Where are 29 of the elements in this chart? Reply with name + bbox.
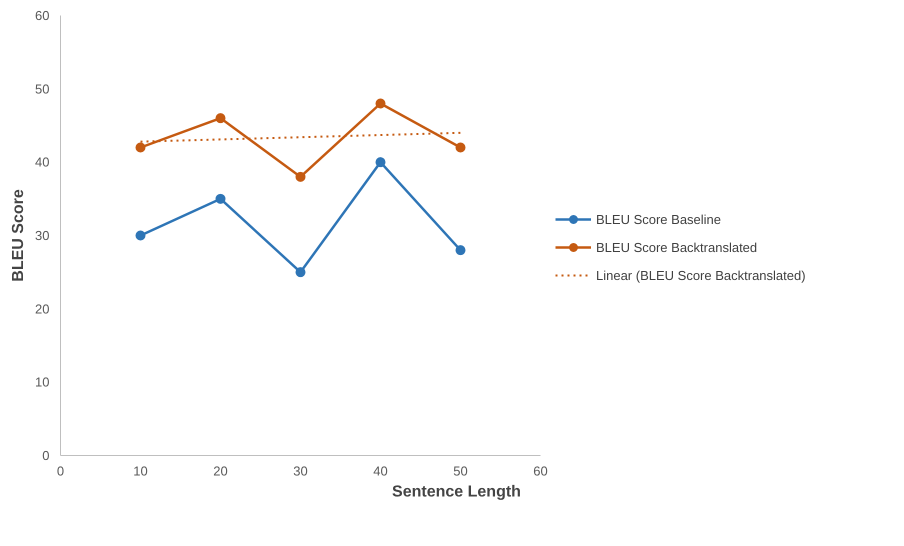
point [456, 245, 466, 256]
y-tick-label: 30 [35, 228, 50, 243]
x-axis-title: Sentence Length [392, 484, 521, 500]
x-tick-label: 40 [373, 464, 388, 478]
x-tick-label: 10 [133, 464, 148, 478]
point [296, 267, 306, 278]
point [296, 172, 306, 182]
x-tick-label: 0 [56, 464, 64, 478]
x-tick-label: 30 [293, 464, 308, 478]
y-tick-label: 20 [35, 301, 50, 316]
y-tick-label: 60 [35, 8, 50, 23]
y-axis-title: BLEU Score [10, 189, 28, 282]
y-tick-label: 40 [35, 154, 50, 170]
x-tick-label: 60 [533, 464, 548, 478]
y-tick-label: 10 [35, 374, 50, 390]
point [216, 194, 226, 204]
x-tick-label: 50 [453, 464, 468, 478]
y-tick-label: 0 [42, 448, 50, 463]
point [376, 98, 386, 108]
y-tick-label: 50 [35, 81, 50, 96]
point [456, 142, 466, 152]
point [136, 230, 146, 240]
x-tick-label: 20 [213, 464, 228, 478]
point [216, 113, 226, 124]
legend-label: BLEU Score Backtranslated [596, 240, 758, 254]
point [136, 142, 146, 152]
legend-label: BLEU Score Baseline [596, 212, 722, 226]
point [376, 157, 386, 168]
legend-label: Linear (BLEU Score Backtranslated) [596, 268, 806, 282]
